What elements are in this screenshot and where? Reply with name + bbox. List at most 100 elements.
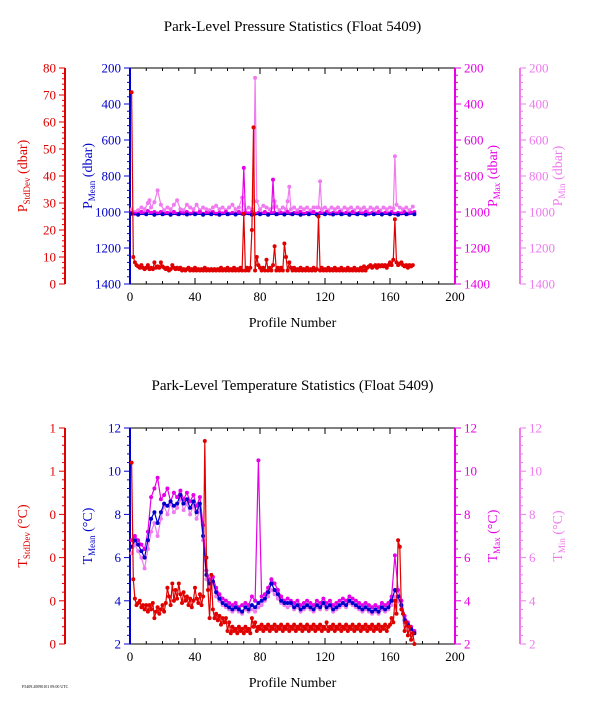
data-point: [280, 268, 285, 273]
data-point: [379, 601, 384, 605]
y-axis-label-std: TStdDev (°C): [16, 504, 32, 568]
data-point: [295, 603, 300, 608]
data-point: [337, 603, 342, 608]
data-point: [145, 609, 150, 614]
data-point: [386, 605, 391, 610]
data-point: [342, 626, 347, 631]
data-point: [345, 207, 350, 212]
data-point: [214, 594, 219, 599]
data-point: [241, 211, 246, 216]
data-point: [274, 204, 279, 209]
data-point: [171, 490, 176, 495]
data-point: [357, 622, 362, 627]
data-point: [230, 624, 235, 629]
y-tick-label-min: 12: [529, 421, 542, 436]
data-point: [266, 212, 271, 217]
data-point: [394, 611, 399, 616]
y-tick-label-min: 200: [529, 61, 549, 76]
data-point: [158, 516, 163, 521]
data-point: [246, 205, 251, 210]
data-point: [370, 605, 375, 610]
data-point: [384, 207, 389, 212]
data-point: [152, 486, 157, 491]
data-point: [366, 607, 371, 612]
data-point: [162, 501, 167, 506]
data-point: [318, 605, 323, 610]
data-point: [301, 605, 306, 610]
data-point: [181, 501, 186, 506]
data-point: [344, 622, 349, 627]
data-point: [391, 206, 396, 211]
data-point: [142, 566, 147, 571]
data-point: [355, 212, 360, 217]
data-point: [323, 212, 327, 217]
y-tick-label-mean: 1200: [95, 241, 121, 256]
data-point: [396, 212, 401, 217]
y-axis-label-sub: StdDev: [22, 177, 32, 205]
data-point: [165, 205, 170, 210]
data-point: [412, 212, 417, 217]
y-tick-label-min: 400: [529, 97, 549, 112]
data-point: [142, 555, 147, 560]
data-point: [345, 629, 350, 633]
data-point: [220, 601, 225, 605]
data-point: [248, 631, 253, 636]
y-tick-label-std: 0: [50, 550, 57, 565]
data-point: [158, 497, 163, 502]
data-point: [241, 631, 246, 636]
data-point: [175, 596, 180, 601]
data-point: [311, 603, 316, 608]
data-point: [145, 263, 150, 268]
y-tick-label-max: 6: [464, 550, 471, 565]
data-point: [155, 475, 160, 480]
y-tick-label-std: 20: [43, 223, 56, 238]
data-point: [149, 529, 154, 534]
data-point: [410, 204, 415, 209]
y-tick-label-mean: 800: [102, 169, 122, 184]
data-point: [235, 631, 240, 636]
data-point: [152, 200, 157, 205]
data-point: [285, 210, 290, 214]
data-point: [264, 626, 269, 631]
data-point: [150, 267, 155, 272]
y-axis-label-unit: (dbar): [16, 139, 31, 177]
data-point: [336, 205, 340, 210]
data-point: [178, 207, 183, 212]
data-point: [217, 596, 222, 601]
data-point: [227, 601, 232, 605]
data-point: [363, 622, 368, 627]
data-point: [145, 209, 150, 214]
data-point: [178, 493, 183, 497]
data-point: [331, 212, 336, 217]
data-point: [271, 626, 275, 631]
data-point: [152, 212, 157, 217]
data-point: [132, 542, 137, 547]
data-point: [392, 217, 397, 222]
data-point: [256, 458, 261, 463]
data-point: [249, 616, 254, 621]
data-point: [360, 268, 365, 273]
y-tick-label-mean: 1000: [95, 205, 121, 220]
data-point: [230, 607, 235, 612]
y-tick-label-max: 400: [464, 97, 484, 112]
data-point: [332, 629, 337, 633]
data-point: [285, 601, 290, 605]
data-point: [249, 228, 254, 232]
data-point: [350, 601, 355, 605]
data-point: [311, 210, 316, 214]
data-point: [308, 208, 313, 213]
data-point: [275, 588, 280, 592]
data-point: [155, 605, 160, 610]
data-point: [267, 207, 272, 212]
data-point: [321, 601, 326, 605]
data-point: [318, 179, 323, 184]
data-point: [394, 202, 399, 207]
y-axis-label-main: P: [16, 204, 31, 212]
y-axis-label-std: PStdDev (dbar): [16, 139, 32, 212]
y-tick-label-mean: 600: [102, 133, 122, 148]
data-point: [188, 499, 193, 504]
data-point: [199, 603, 204, 608]
y-tick-label-max: 1000: [464, 205, 490, 220]
data-point: [168, 603, 173, 608]
data-point: [136, 542, 141, 547]
